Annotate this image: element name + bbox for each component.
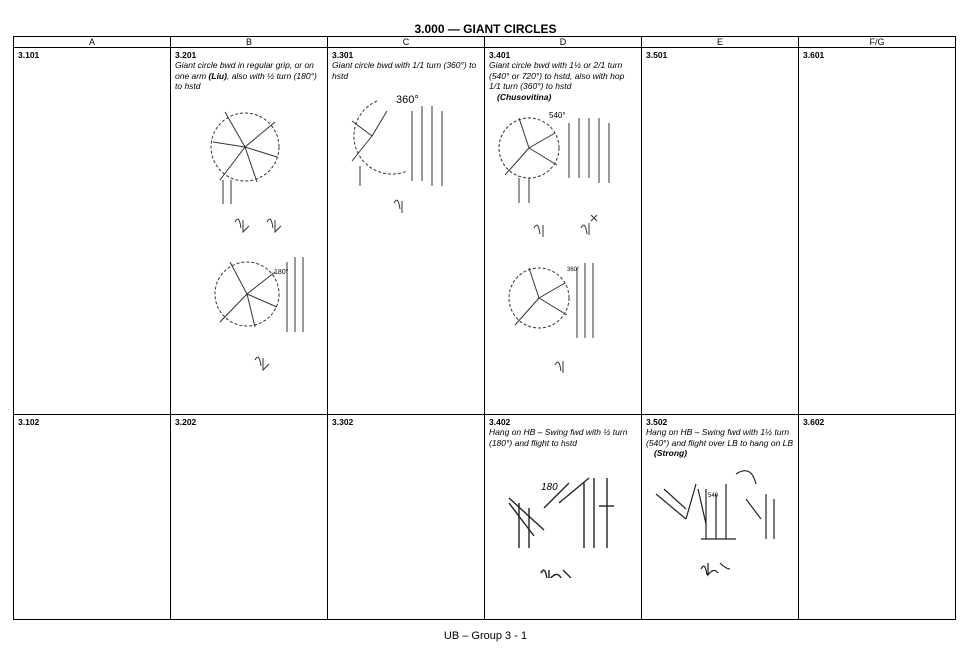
table-row: 3.102 3.202 3.302 3.402 Hang on HB – Swi… xyxy=(13,414,956,620)
cell-3-602: 3.602 xyxy=(798,414,956,620)
giant-circle-1-5-turn-figure: 540° 360° xyxy=(498,111,610,373)
element-code: 3.301 xyxy=(332,50,354,60)
element-code: 3.602 xyxy=(803,417,825,427)
cell-3-202: 3.202 xyxy=(170,414,328,620)
cell-3-401: 3.401 Giant circle bwd with 1½ or 2/1 tu… xyxy=(484,47,642,415)
column-header-a: A xyxy=(13,36,171,48)
turn-degree-label: 540° xyxy=(549,111,566,120)
gymnast-name: (Chusovitina) xyxy=(497,91,552,102)
element-code: 3.601 xyxy=(803,50,825,60)
turn-degree-label: 360° xyxy=(567,267,580,273)
giant-circle-turn-figure: 360° xyxy=(351,94,443,213)
turn-degree-label: 360° xyxy=(396,94,419,106)
column-header-e: E xyxy=(641,36,799,48)
element-code: 3.302 xyxy=(332,417,354,427)
cell-3-402: 3.402 Hang on HB – Swing fwd with ½ turn… xyxy=(484,414,642,620)
column-header-d: D xyxy=(484,36,642,48)
page-footer: UB – Group 3 - 1 xyxy=(443,630,528,642)
element-code: 3.502 xyxy=(646,417,668,427)
gymnast-name: (Strong) xyxy=(654,448,688,458)
cell-3-501: 3.501 xyxy=(641,47,799,415)
element-code: 3.202 xyxy=(175,417,197,427)
giant-circle-figure: 180° xyxy=(210,111,304,371)
element-code: 3.402 xyxy=(489,417,511,427)
element-description: Hang on HB – Swing fwd with ½ turn (180°… xyxy=(489,427,628,448)
element-code: 3.101 xyxy=(18,50,40,60)
gymnast-name: (Liu) xyxy=(208,70,227,81)
cell-3-102: 3.102 xyxy=(13,414,171,620)
table-row: 3.101 3.201 Giant circle bwd in regular … xyxy=(13,47,956,415)
cell-3-502: 3.502 Hang on HB – Swing fwd with 1½ tur… xyxy=(641,414,799,620)
element-description: Giant circle bwd in regular grip, or on … xyxy=(175,60,317,91)
swing-flight-over-lb-figure: 540 xyxy=(655,470,775,577)
element-description: Giant circle bwd with 1½ or 2/1 turn (54… xyxy=(489,60,625,91)
column-header-fg: F/G xyxy=(798,36,956,48)
cell-3-601: 3.601 xyxy=(798,47,956,415)
element-code: 3.401 xyxy=(489,50,511,60)
column-header-c: C xyxy=(327,36,485,48)
turn-degree-label: 180° xyxy=(274,268,289,276)
element-description: Giant circle bwd with 1/1 turn (360°) to… xyxy=(332,60,477,81)
element-description: Hang on HB – Swing fwd with 1½ turn (540… xyxy=(646,427,794,448)
element-code: 3.102 xyxy=(18,417,40,427)
page-title: 3.000 — GIANT CIRCLES xyxy=(414,22,557,36)
swing-flight-hstd-figure: 180 xyxy=(508,477,614,578)
cell-3-201: 3.201 Giant circle bwd in regular grip, … xyxy=(170,47,328,415)
element-code: 3.501 xyxy=(646,50,668,60)
element-code: 3.201 xyxy=(175,50,197,60)
column-header-row: A B C D E F/G xyxy=(13,36,956,48)
column-header-b: B xyxy=(170,36,328,48)
cell-3-301: 3.301 Giant circle bwd with 1/1 turn (36… xyxy=(327,47,485,415)
elements-table: A B C D E F/G 3.101 3.201 Giant circle b… xyxy=(13,36,956,620)
turn-degree-label: 180 xyxy=(541,482,558,493)
cell-3-101: 3.101 xyxy=(13,47,171,415)
turn-degree-label: 540 xyxy=(708,493,719,499)
cell-3-302: 3.302 xyxy=(327,414,485,620)
